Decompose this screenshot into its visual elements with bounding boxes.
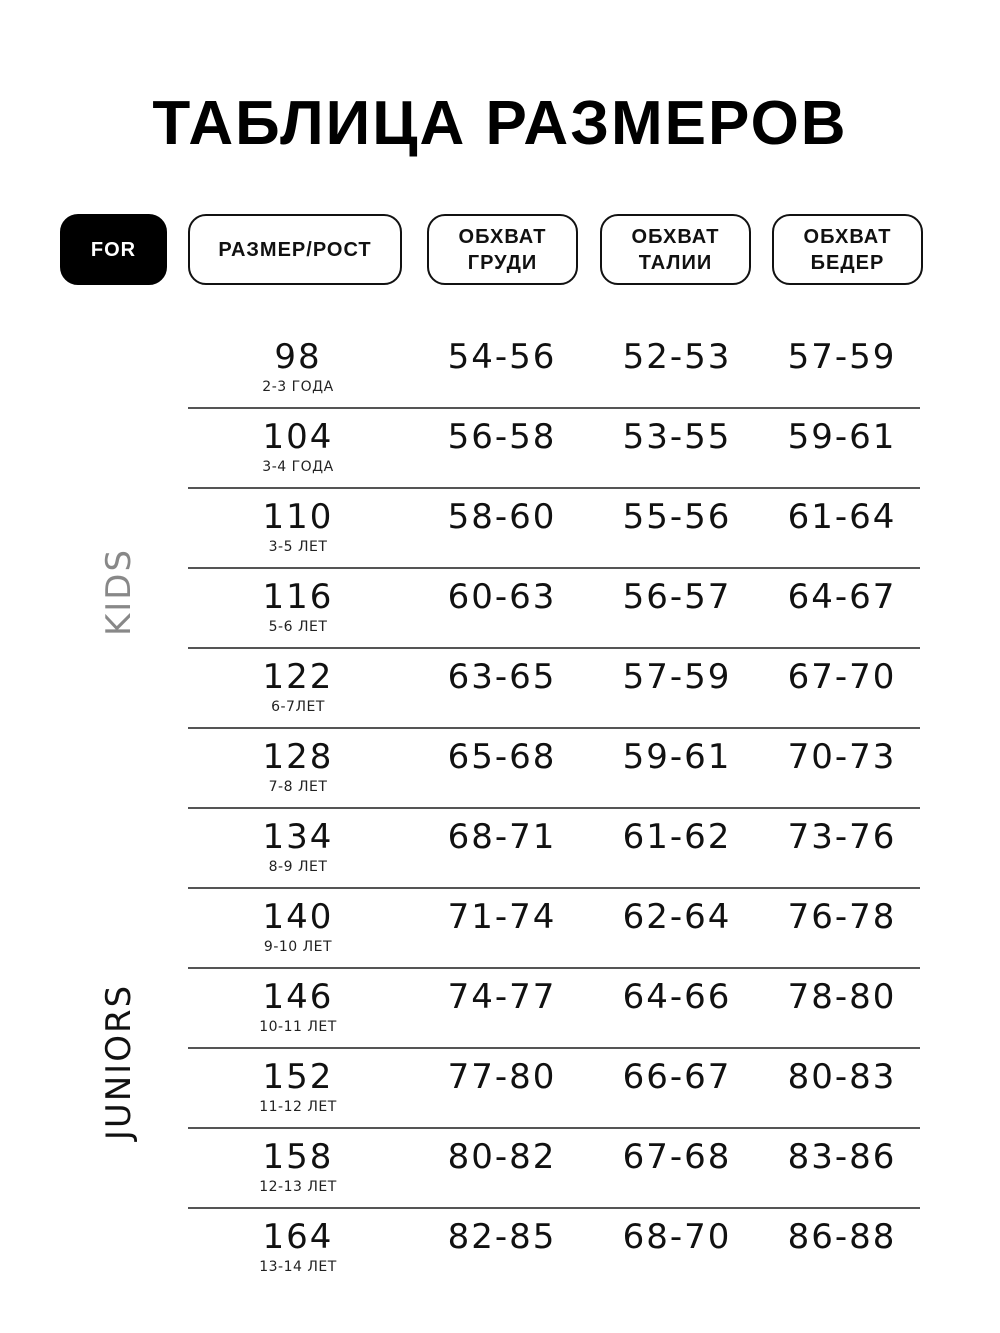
chest-value: 68-71 bbox=[447, 817, 557, 857]
waist-value: 53-55 bbox=[622, 417, 732, 457]
age-value: 13-14 ЛЕТ bbox=[259, 1259, 337, 1275]
waist-value: 64-66 bbox=[622, 977, 732, 1017]
age-value: 5-6 ЛЕТ bbox=[268, 619, 328, 635]
waist-value: 61-62 bbox=[622, 817, 732, 857]
chest-value: 80-82 bbox=[447, 1137, 557, 1177]
size-value: 98 bbox=[274, 337, 322, 377]
chest-value: 77-80 bbox=[447, 1057, 557, 1097]
hips-value: 59-61 bbox=[787, 417, 897, 457]
waist-value: 67-68 bbox=[622, 1137, 732, 1177]
chest-value: 58-60 bbox=[447, 497, 557, 537]
age-value: 11-12 ЛЕТ bbox=[259, 1099, 337, 1115]
chest-value: 65-68 bbox=[447, 737, 557, 777]
size-value: 134 bbox=[262, 817, 334, 857]
waist-value: 55-56 bbox=[622, 497, 732, 537]
table-row: 140 9-10 ЛЕТ 71-74 62-64 76-78 bbox=[188, 889, 920, 969]
hips-value: 57-59 bbox=[787, 337, 897, 377]
hips-value: 76-78 bbox=[787, 897, 897, 937]
age-value: 3-4 ГОДА bbox=[262, 459, 334, 475]
size-value: 146 bbox=[262, 977, 334, 1017]
age-value: 9-10 ЛЕТ bbox=[263, 939, 333, 955]
chest-value: 82-85 bbox=[447, 1217, 557, 1257]
hips-value: 78-80 bbox=[787, 977, 897, 1017]
chest-value: 74-77 bbox=[447, 977, 557, 1017]
size-value: 128 bbox=[262, 737, 334, 777]
age-value: 7-8 ЛЕТ bbox=[268, 779, 328, 795]
header-chest: ОБХВАТ ГРУДИ bbox=[427, 214, 578, 285]
size-value: 140 bbox=[262, 897, 334, 937]
chest-value: 71-74 bbox=[447, 897, 557, 937]
waist-value: 62-64 bbox=[622, 897, 732, 937]
page-title: ТАБЛИЦА РАЗМЕРОВ bbox=[152, 89, 848, 158]
size-value: 110 bbox=[262, 497, 334, 537]
table-row: 116 5-6 ЛЕТ 60-63 56-57 64-67 bbox=[188, 569, 920, 649]
age-value: 8-9 ЛЕТ bbox=[268, 859, 328, 875]
size-value: 104 bbox=[262, 417, 334, 457]
size-value: 122 bbox=[262, 657, 334, 697]
age-value: 3-5 ЛЕТ bbox=[268, 539, 328, 555]
table-row: 110 3-5 ЛЕТ 58-60 55-56 61-64 bbox=[188, 489, 920, 569]
waist-value: 68-70 bbox=[622, 1217, 732, 1257]
group-label-kids: KIDS bbox=[99, 547, 139, 637]
chest-value: 60-63 bbox=[447, 577, 557, 617]
table-row: 152 11-12 ЛЕТ 77-80 66-67 80-83 bbox=[188, 1049, 920, 1129]
table-row: 146 10-11 ЛЕТ 74-77 64-66 78-80 bbox=[188, 969, 920, 1049]
table-row: 122 6-7ЛЕТ 63-65 57-59 67-70 bbox=[188, 649, 920, 729]
header-for: FOR bbox=[60, 214, 167, 285]
table-row: 134 8-9 ЛЕТ 68-71 61-62 73-76 bbox=[188, 809, 920, 889]
header-waist: ОБХВАТ ТАЛИИ bbox=[600, 214, 751, 285]
hips-value: 61-64 bbox=[787, 497, 897, 537]
group-label-juniors: JUNIORS bbox=[99, 983, 139, 1141]
hips-value: 73-76 bbox=[787, 817, 897, 857]
hips-value: 64-67 bbox=[787, 577, 897, 617]
age-value: 2-3 ГОДА bbox=[262, 379, 334, 395]
hips-value: 67-70 bbox=[787, 657, 897, 697]
header-size: РАЗМЕР/РОСТ bbox=[188, 214, 402, 285]
hips-value: 83-86 bbox=[787, 1137, 897, 1177]
table-row: 98 2-3 ГОДА 54-56 52-53 57-59 bbox=[188, 329, 920, 409]
header-hips: ОБХВАТ БЕДЕР bbox=[772, 214, 923, 285]
age-value: 10-11 ЛЕТ bbox=[259, 1019, 337, 1035]
waist-value: 56-57 bbox=[622, 577, 732, 617]
size-value: 116 bbox=[262, 577, 334, 617]
chest-value: 54-56 bbox=[447, 337, 557, 377]
table-row: 158 12-13 ЛЕТ 80-82 67-68 83-86 bbox=[188, 1129, 920, 1209]
waist-value: 52-53 bbox=[622, 337, 732, 377]
hips-value: 80-83 bbox=[787, 1057, 897, 1097]
size-value: 152 bbox=[262, 1057, 334, 1097]
table-row: 128 7-8 ЛЕТ 65-68 59-61 70-73 bbox=[188, 729, 920, 809]
hips-value: 70-73 bbox=[787, 737, 897, 777]
waist-value: 57-59 bbox=[622, 657, 732, 697]
waist-value: 66-67 bbox=[622, 1057, 732, 1097]
age-value: 12-13 ЛЕТ bbox=[259, 1179, 337, 1195]
table-row: 164 13-14 ЛЕТ 82-85 68-70 86-88 bbox=[188, 1209, 920, 1289]
chest-value: 56-58 bbox=[447, 417, 557, 457]
waist-value: 59-61 bbox=[622, 737, 732, 777]
hips-value: 86-88 bbox=[787, 1217, 897, 1257]
age-value: 6-7ЛЕТ bbox=[271, 699, 325, 715]
table-row: 104 3-4 ГОДА 56-58 53-55 59-61 bbox=[188, 409, 920, 489]
chest-value: 63-65 bbox=[447, 657, 557, 697]
size-value: 158 bbox=[262, 1137, 334, 1177]
size-value: 164 bbox=[262, 1217, 334, 1257]
